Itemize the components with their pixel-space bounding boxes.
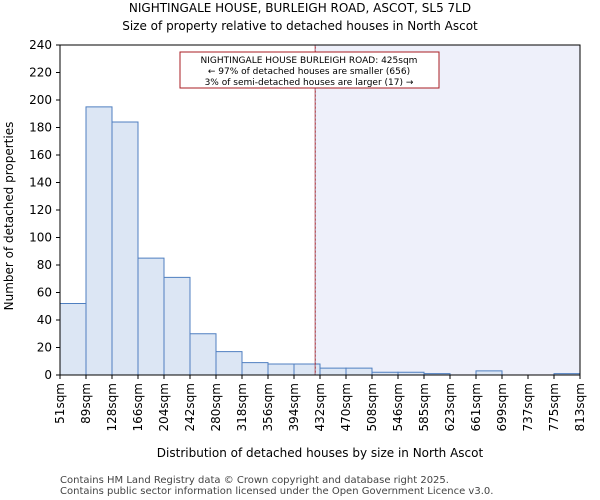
bar <box>345 367 373 376</box>
bar <box>319 367 347 376</box>
annotation-box <box>179 51 440 89</box>
x-tick-label: 51sqm <box>53 383 67 424</box>
bar <box>267 363 295 376</box>
x-tick-label: 356sqm <box>261 383 275 431</box>
x-tick-label: 242sqm <box>183 383 197 431</box>
y-tick-label: 120 <box>29 203 52 217</box>
x-tick-label: 737sqm <box>521 383 535 431</box>
x-tick-label: 661sqm <box>469 383 483 431</box>
x-tick-label: 280sqm <box>209 383 223 431</box>
annotation-line2: ← 97% of detached houses are smaller (65… <box>208 67 410 77</box>
y-tick-label: 0 <box>44 368 52 382</box>
y-tick-label: 80 <box>37 258 52 272</box>
x-tick-label: 699sqm <box>495 383 509 431</box>
bar <box>189 333 217 376</box>
bar <box>59 303 87 376</box>
x-tick-label: 89sqm <box>79 383 93 424</box>
y-tick-label: 20 <box>37 341 52 355</box>
bar <box>215 351 243 376</box>
x-tick-label: 813sqm <box>573 383 587 431</box>
bar <box>293 363 321 376</box>
x-tick-label: 775sqm <box>547 383 561 431</box>
bar <box>111 121 139 376</box>
x-tick-label: 470sqm <box>339 383 353 431</box>
chart-title-line1: NIGHTINGALE HOUSE, BURLEIGH ROAD, ASCOT,… <box>129 1 471 15</box>
y-tick-label: 240 <box>29 38 52 52</box>
bar <box>137 257 165 376</box>
y-tick-label: 40 <box>37 313 52 327</box>
y-tick-label: 220 <box>29 66 52 80</box>
annotation-line3: 3% of semi-detached houses are larger (1… <box>205 78 414 88</box>
x-tick-label: 585sqm <box>417 383 431 431</box>
x-tick-label: 432sqm <box>313 383 327 431</box>
chart-title-line2: Size of property relative to detached ho… <box>122 19 478 33</box>
bar <box>85 106 113 376</box>
bar <box>163 276 191 376</box>
x-tick-label: 546sqm <box>391 383 405 431</box>
y-tick-label: 100 <box>29 231 52 245</box>
x-tick-label: 166sqm <box>131 383 145 431</box>
footer-line2: Contains public sector information licen… <box>60 486 493 497</box>
annotation-line1: NIGHTINGALE HOUSE BURLEIGH ROAD: 425sqm <box>201 56 418 66</box>
x-axis-label: Distribution of detached houses by size … <box>157 446 484 460</box>
bar <box>475 370 503 376</box>
y-tick-label: 160 <box>29 148 52 162</box>
x-tick-label: 128sqm <box>105 383 119 431</box>
y-tick-label: 60 <box>37 286 52 300</box>
y-tick-label: 140 <box>29 176 52 190</box>
y-tick-label: 180 <box>29 121 52 135</box>
x-tick-label: 318sqm <box>235 383 249 431</box>
x-tick-label: 623sqm <box>443 383 457 431</box>
x-tick-label: 204sqm <box>157 383 171 431</box>
y-tick-label: 200 <box>29 93 52 107</box>
bar <box>241 362 269 376</box>
x-tick-label: 394sqm <box>287 383 301 431</box>
x-tick-label: 508sqm <box>365 383 379 431</box>
larger-region-highlight <box>315 45 580 375</box>
footer-line1: Contains HM Land Registry data © Crown c… <box>60 475 449 486</box>
y-axis-label: Number of detached properties <box>2 122 16 311</box>
